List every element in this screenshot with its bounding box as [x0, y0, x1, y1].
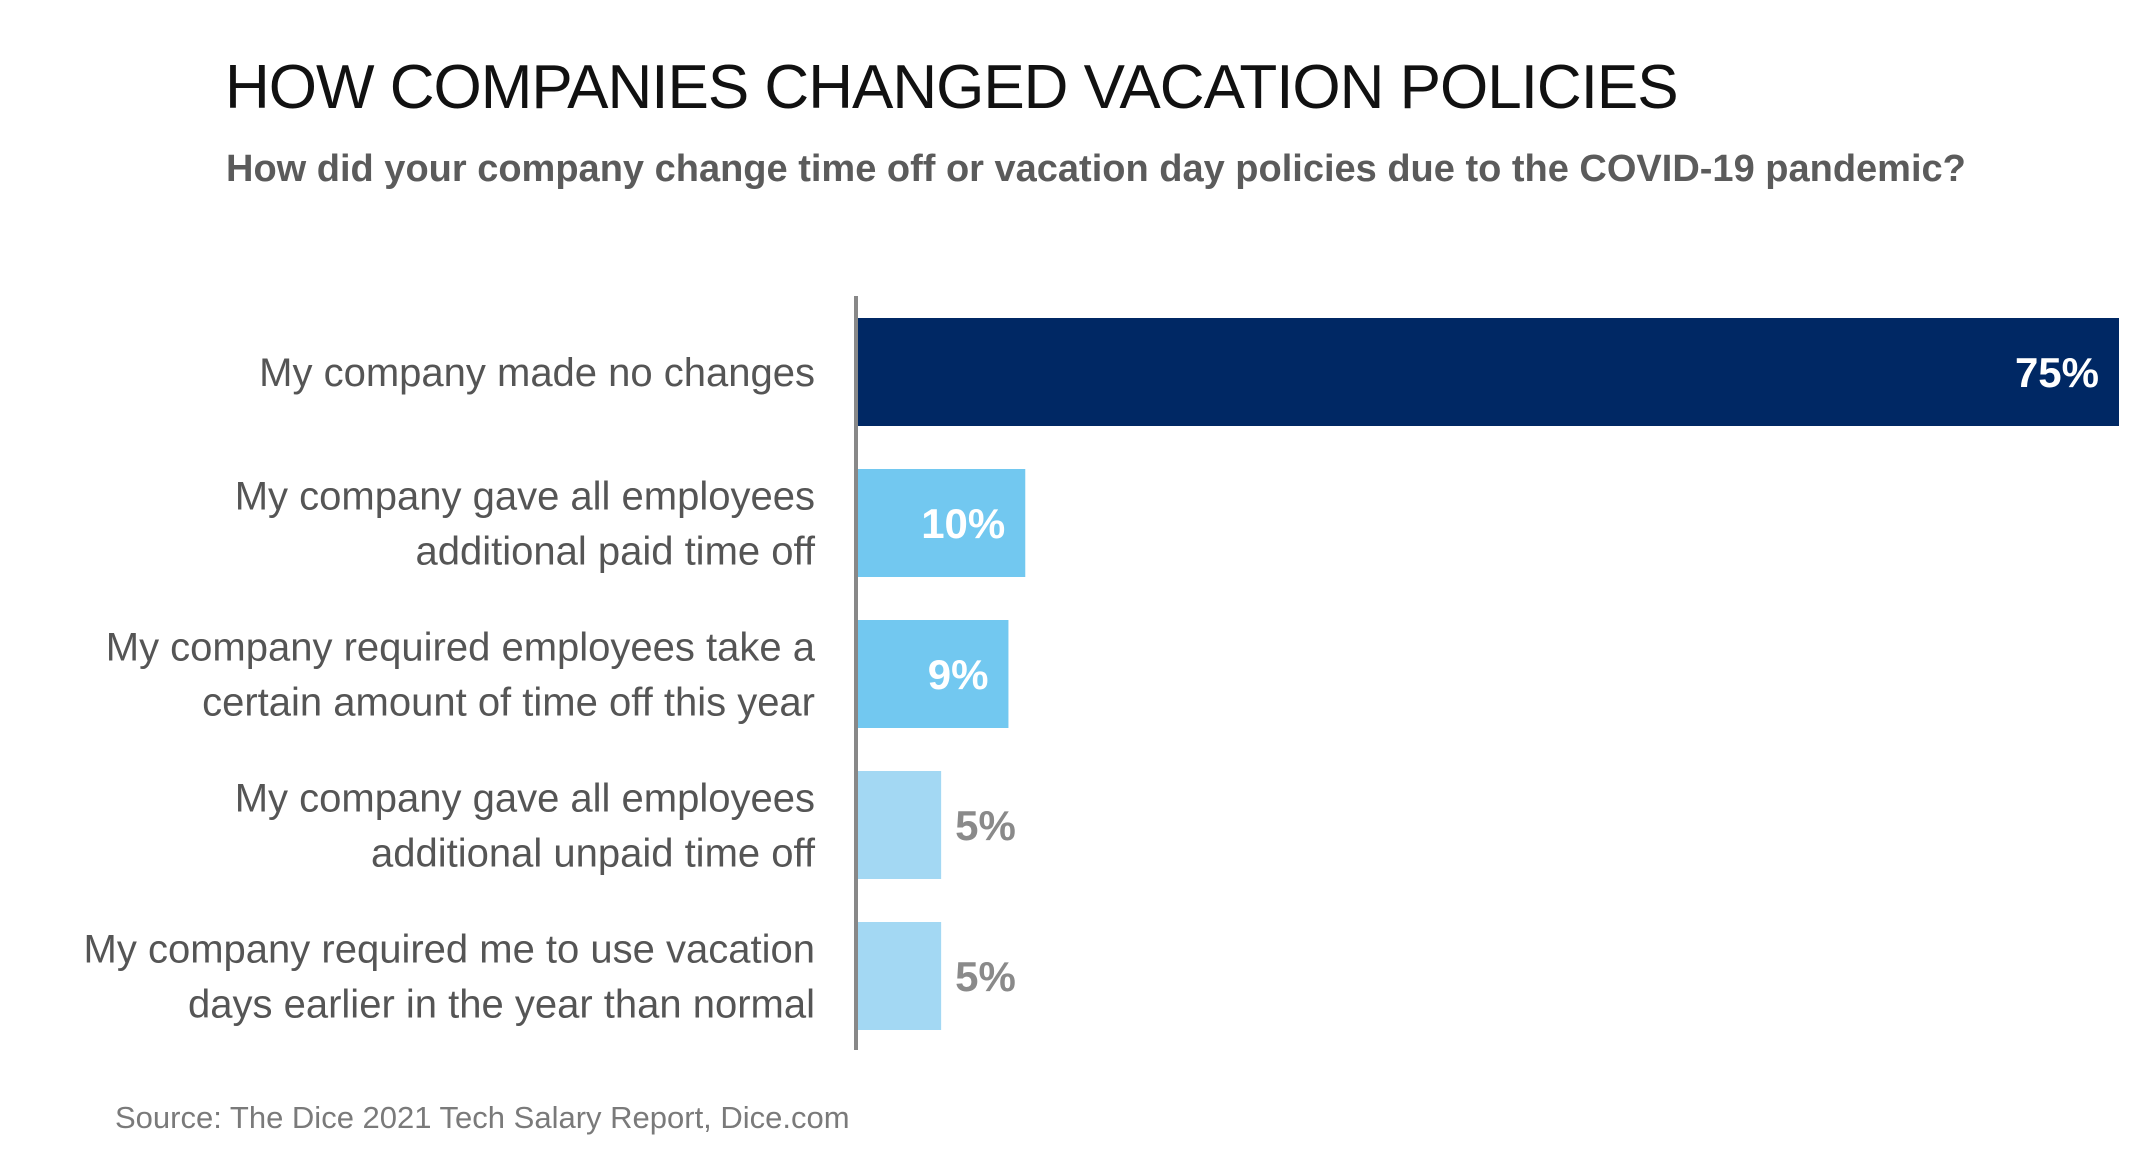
category-label-3: My company gave all employees additional …: [235, 777, 816, 876]
bar-3: [857, 771, 942, 879]
source-note: Source: The Dice 2021 Tech Salary Report…: [115, 1100, 850, 1135]
category-label-line: certain amount of time off this year: [202, 681, 815, 725]
category-label-line: My company gave all employees: [235, 777, 815, 821]
bars-layer: 75% My company made no changes 10% My compa…: [84, 318, 2119, 1030]
value-label-1: 10%: [921, 500, 1005, 547]
value-label-4: 5%: [955, 953, 1016, 1000]
chart-title: HOW COMPANIES CHANGED VACATION POLICIES: [225, 53, 1679, 122]
category-label-line: My company made no changes: [259, 351, 815, 395]
chart-subtitle: How did your company change time off or …: [226, 148, 1966, 190]
category-label-2: My company required employees take a cert…: [106, 626, 816, 725]
category-label-line: days earlier in the year than normal: [188, 983, 815, 1027]
category-label-0: My company made no changes: [259, 351, 815, 395]
value-label-2: 9%: [928, 651, 989, 698]
bar-2: [857, 620, 1009, 728]
bar-4: [857, 922, 942, 1030]
value-label-3: 5%: [955, 802, 1016, 849]
bar-0: [857, 318, 2119, 426]
value-label-0: 75%: [2015, 349, 2099, 396]
category-label-line: My company required employees take a: [106, 626, 816, 670]
category-label-line: My company required me to use vacation: [84, 928, 815, 972]
category-label-line: My company gave all employees: [235, 475, 815, 519]
category-label-line: additional paid time off: [415, 530, 815, 574]
category-label-1: My company gave all employees additional …: [235, 475, 816, 574]
category-label-4: My company required me to use vacation da…: [84, 928, 815, 1027]
bar-1: [857, 469, 1026, 577]
category-label-line: additional unpaid time off: [371, 832, 816, 876]
